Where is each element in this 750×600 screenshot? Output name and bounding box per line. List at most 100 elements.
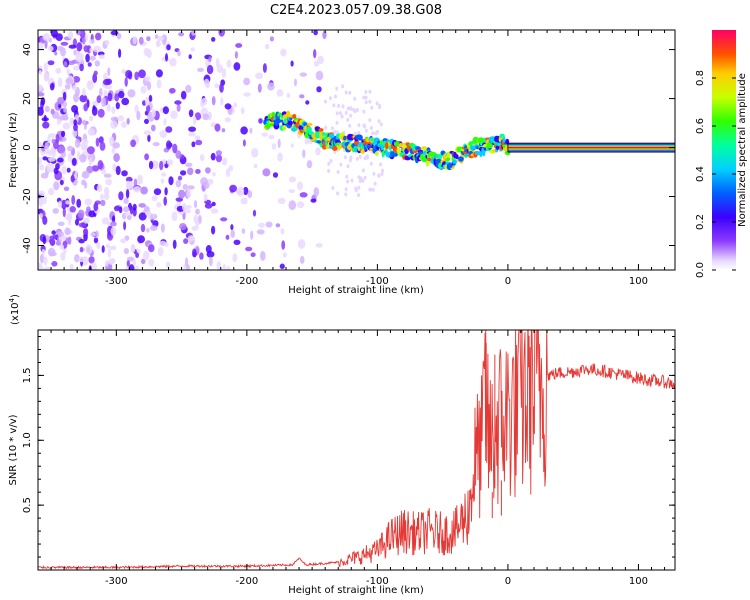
spectrogram-speckle — [42, 215, 48, 225]
spectrogram-speckle — [331, 126, 334, 131]
spectrogram-speckle — [57, 145, 66, 154]
spectrogram-speckle — [336, 170, 340, 174]
spectrogram-speckle — [211, 37, 216, 42]
spectrogram-speckle — [362, 109, 366, 114]
spectrogram-speckle — [64, 227, 71, 236]
spectrogram-speckle — [87, 62, 92, 67]
spectrogram-speckle — [226, 265, 230, 270]
spectrogram-speckle — [280, 48, 287, 57]
spectrogram-speckle — [175, 150, 182, 159]
spectrogram-speckle — [275, 223, 281, 228]
spectrogram-speckle — [349, 106, 353, 111]
spectrogram-speckle — [221, 157, 228, 166]
x-tick-label: 0 — [505, 576, 511, 587]
spectrogram-speckle — [146, 104, 151, 113]
spectrogram-speckle — [94, 60, 101, 67]
spectrogram-speckle — [176, 103, 181, 112]
spectrogram-speckle — [79, 63, 84, 72]
spectrogram-speckle — [69, 117, 75, 126]
spectrogram-speckle — [193, 200, 198, 209]
spectrogram-speckle — [168, 176, 174, 186]
spectrogram-speckle — [74, 170, 78, 180]
spectrogram-speckle — [210, 152, 216, 161]
spectrogram-speckle — [199, 252, 204, 260]
spectrogram-speckle — [175, 180, 182, 188]
spectrogram-speckle — [138, 212, 147, 221]
spectrogram-speckle — [225, 234, 230, 240]
spectrogram-speckle — [132, 259, 137, 267]
spectrogram-speckle — [208, 56, 212, 63]
spectrogram-speckle — [49, 235, 55, 241]
spectrogram-speckle — [346, 179, 350, 184]
spectrogram-speckle — [282, 252, 287, 258]
spectrogram-speckle — [361, 168, 365, 173]
spectrogram-speckle — [234, 51, 238, 59]
spectrogram-speckle — [346, 106, 350, 111]
spectrogram-speckle — [372, 171, 376, 176]
spectrogram-speckle — [245, 246, 253, 252]
y-tick-label: 0 — [22, 144, 33, 150]
spectrogram-speckle — [109, 258, 116, 264]
spectrogram-speckle — [123, 197, 129, 205]
spectrogram-speckle — [51, 148, 57, 158]
spectrogram-speckle — [280, 228, 285, 235]
x-tick-label: 100 — [629, 576, 648, 587]
figure-title: C2E4.2023.057.09.38.G08 — [270, 3, 442, 18]
spectrogram-speckle — [140, 223, 146, 233]
spectrogram-speckle — [313, 187, 320, 197]
spectrogram-speckle — [125, 265, 129, 270]
y-tick-label: 20 — [22, 92, 33, 105]
spectrogram-speckle — [106, 103, 111, 112]
spectrogram-speckle — [215, 150, 222, 156]
spectrogram-speckle — [107, 248, 112, 258]
spectrogram-speckle — [224, 117, 232, 123]
spectrogram-speckle — [78, 222, 87, 228]
snr-marks — [38, 330, 675, 570]
spectrogram-speckle — [104, 85, 113, 90]
spectrogram-speckle — [39, 197, 43, 208]
y-tick-label: 0.5 — [22, 497, 33, 513]
spectrogram-speckle — [174, 100, 182, 105]
spectrogram-speckle — [335, 120, 339, 125]
spectrogram-speckle — [137, 174, 144, 185]
spectrogram-speckle — [379, 122, 383, 127]
spectrogram-speckle — [178, 32, 185, 37]
y-tick-label: -40 — [22, 237, 33, 253]
spectrogram-speckle — [221, 68, 227, 78]
spectrogram-ridge-blob — [370, 138, 374, 142]
spectrogram-speckle — [188, 54, 192, 60]
spectrogram-speckle — [344, 110, 348, 115]
spectrogram-speckle — [357, 123, 361, 128]
spectrogram-speckle — [89, 55, 96, 61]
spectrogram-speckle — [43, 62, 48, 72]
spectrogram-speckle — [258, 222, 265, 228]
spectrogram-speckle — [40, 172, 49, 179]
spectrogram-speckle — [157, 35, 165, 42]
spectrogram-speckle — [335, 130, 339, 135]
spectrogram-speckle — [186, 189, 192, 199]
spectrogram-speckle — [250, 230, 254, 240]
spectrogram-speckle — [369, 161, 373, 166]
spectrogram-speckle — [74, 138, 81, 148]
spectrogram-speckle — [172, 143, 178, 154]
spectrogram-speckle — [143, 130, 152, 136]
spectrogram-speckle — [205, 245, 212, 254]
spectrogram-speckle — [187, 167, 194, 176]
spectrogram-speckle — [101, 97, 107, 108]
spectrogram-speckle — [72, 65, 81, 71]
colorbar-tick-label: 0.2 — [695, 214, 706, 230]
spectrogram-speckle — [88, 210, 96, 218]
spectrogram-speckle — [130, 243, 136, 253]
spectrogram-speckle — [172, 239, 177, 249]
spectrogram-speckle — [155, 41, 161, 47]
snr-series-line — [38, 330, 675, 570]
spectrogram-speckle — [55, 33, 63, 41]
spectrogram-speckle — [83, 103, 89, 112]
spectrogram-speckle — [127, 89, 136, 98]
spectrogram-speckle — [43, 256, 48, 266]
spectrogram-speckle — [258, 118, 263, 124]
spectrogram-speckle — [374, 131, 378, 136]
spectrogram-speckle — [145, 211, 152, 216]
spectrogram-speckle — [364, 100, 368, 105]
spectrogram-speckle — [156, 202, 162, 208]
